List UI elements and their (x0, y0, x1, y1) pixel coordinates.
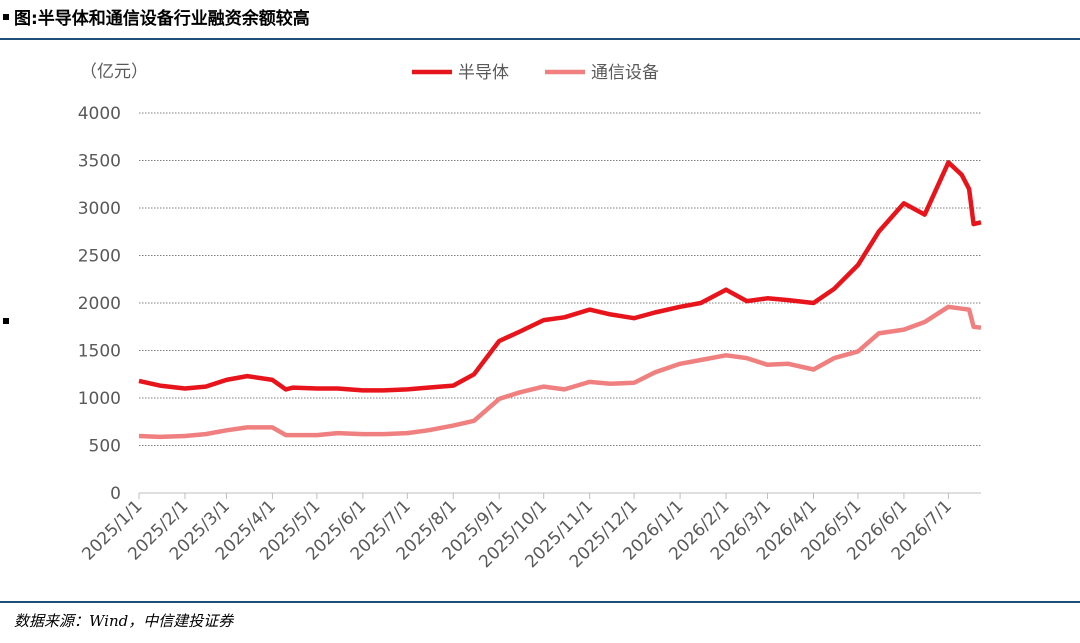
header-title: 图:半导体和通信设备行业融资余额较高 (14, 8, 310, 29)
y-tick-label: 2000 (78, 294, 121, 314)
series-line (138, 160, 982, 393)
footer-source: 数据来源：Wind，中信建投证券 (14, 612, 234, 630)
y-tick-label: 0 (110, 484, 121, 504)
bullet (3, 318, 9, 324)
y-tick-label: 500 (89, 437, 121, 457)
y-tick-label: 2500 (78, 247, 121, 267)
y-tick-label: 3000 (78, 199, 121, 219)
y-tick-label: 1500 (78, 342, 121, 362)
bullet (3, 14, 9, 20)
legend-label: 通信设备 (591, 63, 659, 83)
y-axis-label: （亿元） (80, 62, 148, 82)
series-line (138, 304, 982, 440)
legend-label: 半导体 (458, 63, 509, 83)
y-tick-label: 1000 (78, 389, 121, 409)
y-tick-label: 4000 (78, 104, 121, 124)
y-tick-label: 3500 (78, 152, 121, 172)
